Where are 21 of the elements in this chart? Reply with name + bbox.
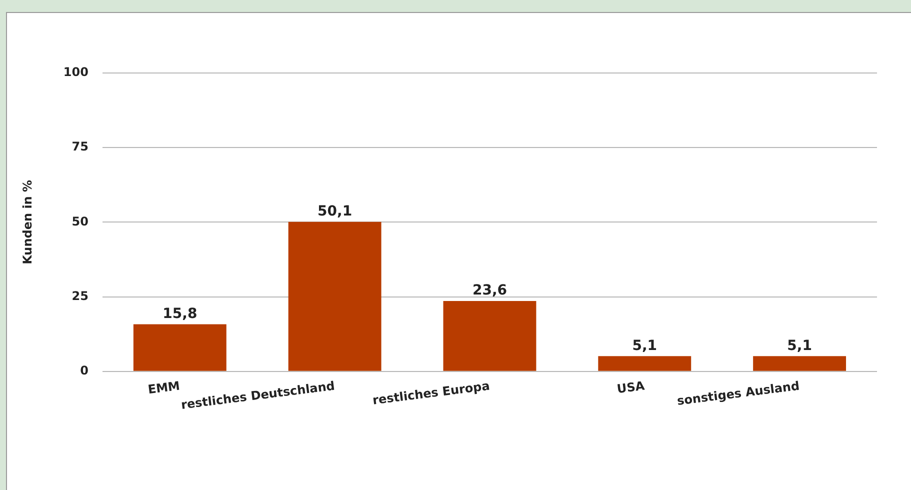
x-tick-label: USA [616,378,646,396]
data-label: 23,6 [472,282,507,299]
y-axis-title: Kunden in % [20,180,34,264]
y-tick-label: 25 [72,288,88,303]
data-label: 5,1 [632,338,658,354]
y-tick-label: 50 [72,214,88,228]
data-label: 15,8 [162,306,198,322]
x-tick-label: restliches Deutschland [180,378,336,412]
x-tick-label: restliches Europa [372,378,490,408]
y-tick-label: 75 [72,140,88,154]
bar [133,324,226,371]
x-tick-label: sonstiges Ausland [676,378,800,408]
data-label: 50,1 [318,204,352,220]
x-tick-label: EMM [147,378,181,397]
bar [443,300,536,371]
y-tick-label: 0 [80,364,88,378]
bar [598,356,692,371]
bar [753,356,846,371]
bar [288,222,382,371]
y-tick-label: 100 [63,65,88,80]
data-label: 5,1 [787,338,812,354]
